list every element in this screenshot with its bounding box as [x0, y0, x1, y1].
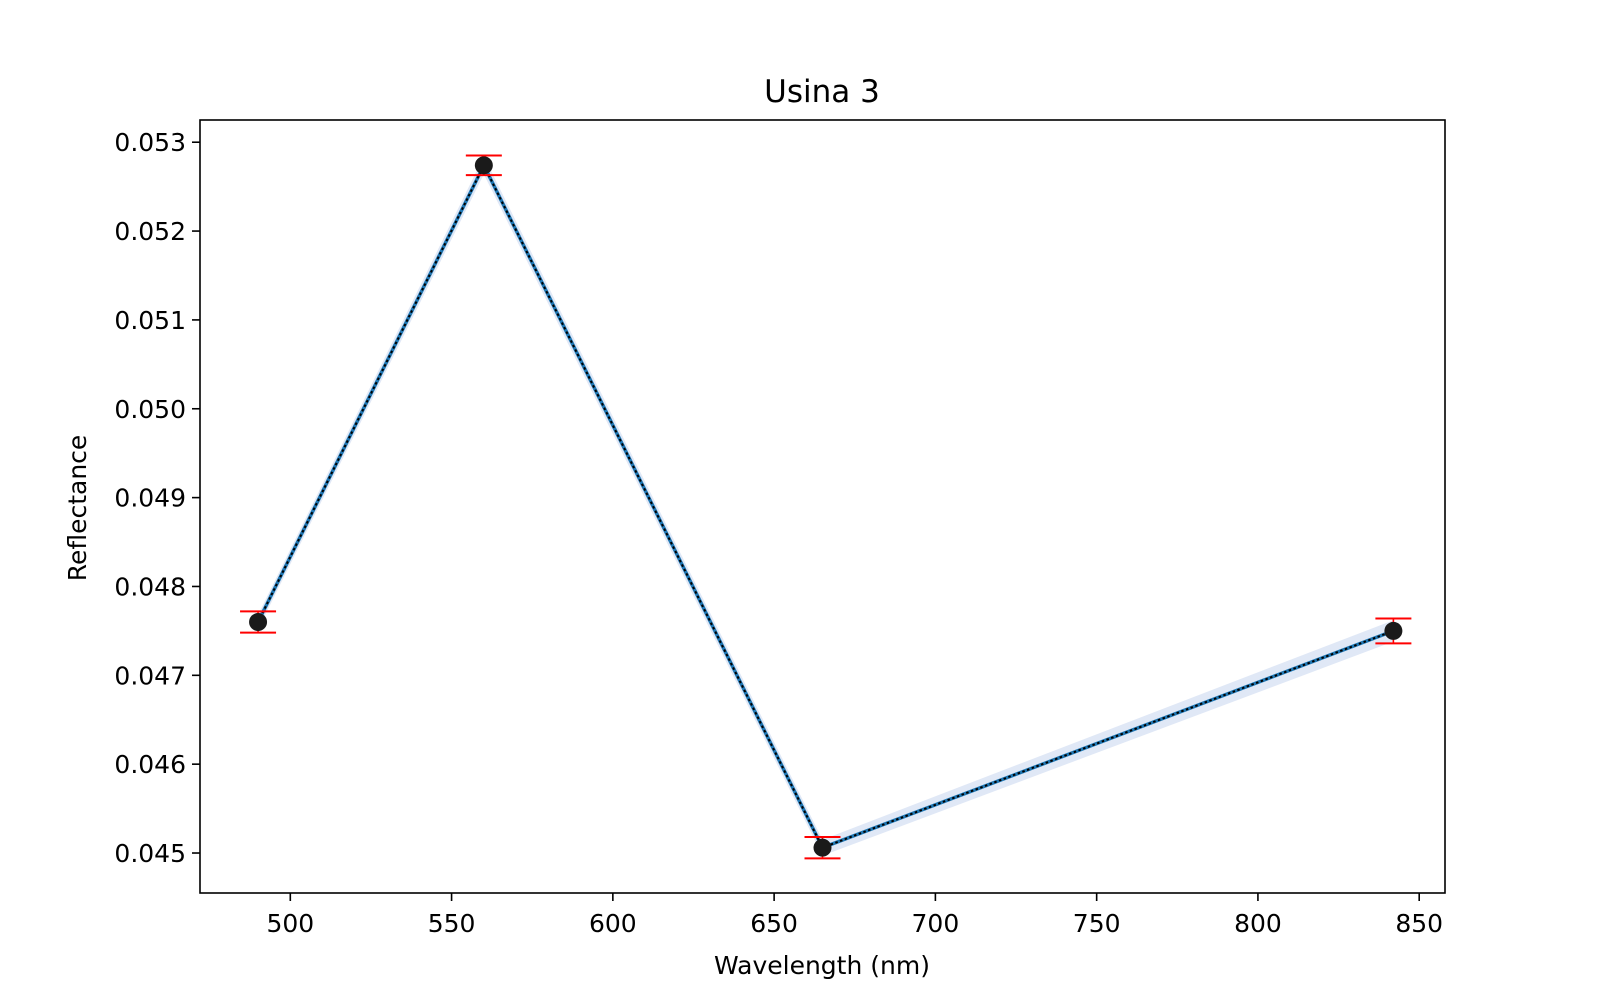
y-tick-label: 0.050: [114, 395, 186, 424]
x-tick-label: 700: [912, 909, 960, 938]
y-tick-label: 0.049: [114, 484, 186, 513]
data-point: [249, 613, 268, 632]
x-axis: 500 550 600 650 700 750 800 850: [266, 893, 1443, 938]
chart-title: Usina 3: [764, 74, 880, 110]
y-tick-label: 0.052: [114, 217, 186, 246]
x-axis-label: Wavelength (nm): [714, 951, 930, 980]
y-tick-label: 0.046: [114, 750, 186, 779]
x-tick-label: 550: [428, 909, 476, 938]
data-point: [813, 838, 832, 857]
y-tick-label: 0.053: [114, 128, 186, 157]
uncertainty-band: [258, 156, 1394, 856]
y-tick-label: 0.048: [114, 572, 186, 601]
plot-area: [240, 154, 1412, 860]
series-line: [256, 161, 1395, 850]
x-tick-label: 650: [750, 909, 798, 938]
y-tick-label: 0.047: [114, 661, 186, 690]
y-tick-label: 0.045: [114, 839, 186, 868]
y-axis-label: Reflectance: [63, 435, 92, 582]
y-axis: 0.045 0.046 0.047 0.048 0.049 0.050 0.051 0.052…: [114, 128, 200, 868]
series-line-dotted: [257, 163, 1394, 849]
axes-frame: [199, 119, 1446, 894]
x-tick-label: 500: [266, 909, 314, 938]
x-tick-label: 600: [589, 909, 637, 938]
x-tick-label: 800: [1234, 909, 1282, 938]
data-point: [1384, 621, 1403, 640]
y-tick-label: 0.051: [114, 306, 186, 335]
x-tick-label: 750: [1073, 909, 1121, 938]
data-point: [474, 156, 493, 175]
x-tick-label: 850: [1395, 909, 1443, 938]
